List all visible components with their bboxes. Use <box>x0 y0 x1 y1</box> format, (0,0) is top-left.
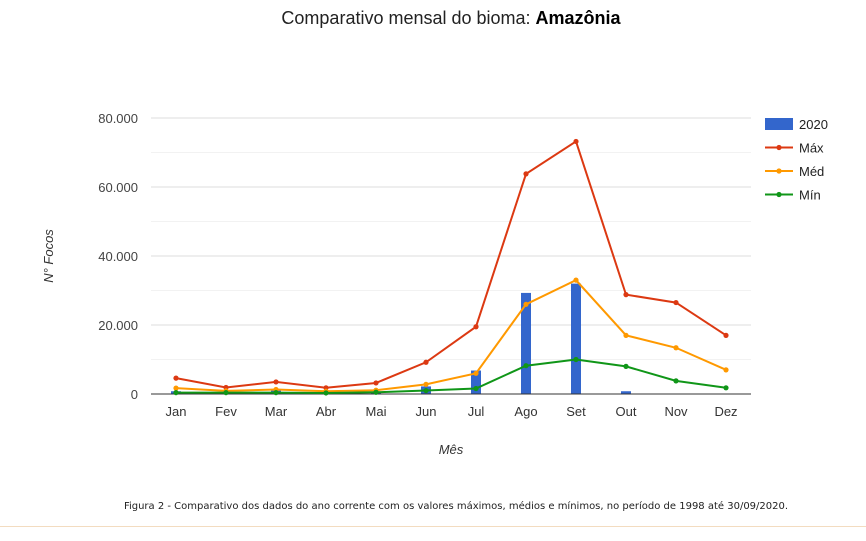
y-tick-label: 40.000 <box>98 249 138 264</box>
x-tick-label: Dez <box>714 404 737 419</box>
point-máx-out <box>623 292 629 298</box>
point-méd-jul <box>473 370 479 376</box>
x-tick-label: Jun <box>416 404 437 419</box>
y-tick-label: 80.000 <box>98 111 138 126</box>
bar-2020-jul <box>471 370 481 394</box>
x-tick-label: Mar <box>265 404 288 419</box>
legend-label-2020: 2020 <box>799 117 828 132</box>
point-mín-set <box>573 356 579 363</box>
chart-title: Comparativo mensal do bioma: Amazônia <box>0 8 866 29</box>
line-series-mín <box>176 358 727 394</box>
point-máx-mar <box>273 379 279 385</box>
legend-label-máx: Máx <box>799 141 824 156</box>
point-mín-mar <box>273 390 279 396</box>
point-mín-dez <box>723 385 729 391</box>
x-tick-label: Fev <box>215 404 237 419</box>
bar-2020-set <box>571 283 581 394</box>
chart-area: 0 20.000 40.000 60.000 80.000 Jan Fev Mar Abr Mai… <box>41 111 828 457</box>
legend-swatch-2020 <box>765 118 793 130</box>
point-mín-jun <box>423 387 429 394</box>
point-máx-jul <box>473 324 479 330</box>
y-tick-label: 60.000 <box>98 180 138 195</box>
point-méd-ago <box>523 301 529 307</box>
point-máx-nov <box>673 299 679 306</box>
point-méd-nov <box>673 345 679 351</box>
bottom-divider <box>0 526 866 527</box>
line-series-méd <box>175 278 727 393</box>
point-mín-fev <box>223 390 229 396</box>
figure-caption: Figura 2 - Comparativo dos dados do ano … <box>123 501 789 512</box>
x-tick-label: Out <box>616 404 637 419</box>
chart-title-biome: Amazônia <box>535 8 621 28</box>
bar-2020-ago <box>521 292 531 394</box>
point-méd-out <box>623 332 629 338</box>
x-tick-label: Abr <box>316 404 337 419</box>
chart-title-prefix: Comparativo mensal do bioma: <box>281 8 536 28</box>
point-méd-set <box>573 277 579 283</box>
point-méd-dez <box>723 367 729 373</box>
y-tick-label: 0 <box>131 387 138 402</box>
point-mín-ago <box>523 363 529 369</box>
point-mín-jan <box>173 390 179 396</box>
legend-marker-méd <box>776 168 782 174</box>
point-méd-jan <box>173 385 179 391</box>
x-tick-label: Jan <box>166 404 187 419</box>
y-tick-label: 20.000 <box>98 318 138 333</box>
point-máx-ago <box>523 171 529 177</box>
x-axis-title: Mês <box>439 442 464 457</box>
legend-label-méd: Méd <box>799 164 824 179</box>
point-mín-out <box>623 363 629 369</box>
legend-marker-máx <box>776 144 782 151</box>
point-méd-jun <box>423 381 429 387</box>
x-tick-label: Jul <box>468 404 485 419</box>
x-tick-label: Set <box>566 404 586 419</box>
legend-label-mín: Mín <box>799 188 821 203</box>
x-tick-label: Nov <box>664 404 688 419</box>
point-mín-nov <box>673 378 679 384</box>
x-tick-label: Ago <box>514 404 537 419</box>
point-máx-set <box>573 138 579 145</box>
x-tick-label: Mai <box>366 404 387 419</box>
point-máx-jan <box>173 375 179 381</box>
bar-2020-out <box>621 391 631 394</box>
point-mín-abr <box>323 390 329 396</box>
line-series-máx <box>175 139 727 389</box>
point-máx-jun <box>423 359 429 365</box>
y-axis-title: N° Focos <box>41 229 56 283</box>
point-máx-mai <box>373 380 379 386</box>
point-mín-mai <box>373 389 379 395</box>
point-máx-dez <box>723 332 729 338</box>
point-mín-jul <box>473 385 479 392</box>
legend-marker-mín <box>776 191 782 198</box>
